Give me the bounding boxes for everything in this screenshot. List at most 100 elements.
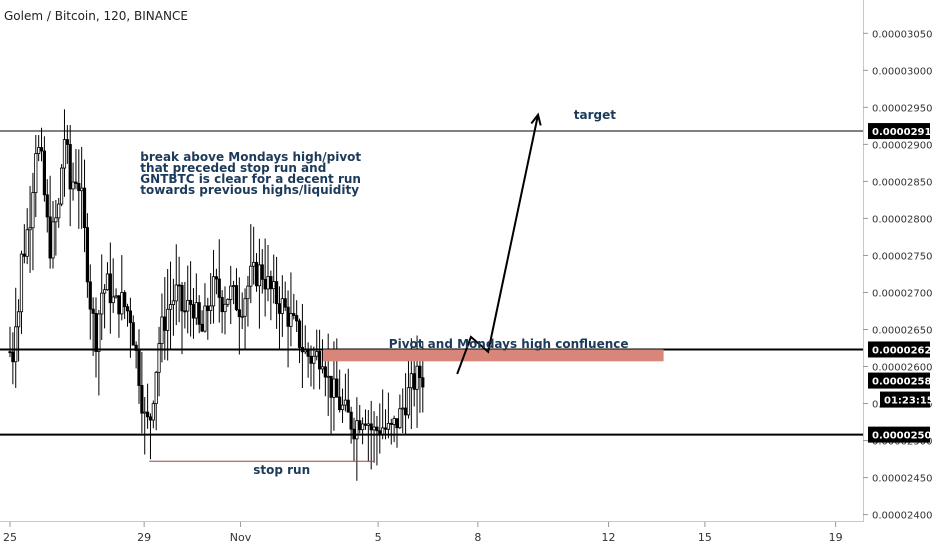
y-tick-label: 0.00002800 — [872, 214, 932, 225]
candle-body — [257, 264, 262, 287]
candle-body — [88, 281, 92, 310]
last-price-tag-label: 0.00002581 — [872, 377, 932, 388]
x-tick-label: 5 — [375, 531, 382, 544]
candle-body — [309, 355, 313, 364]
candle-body — [217, 278, 221, 298]
annotation-line: break above Mondays high/pivot — [140, 150, 362, 164]
candle-body — [22, 253, 26, 257]
candle-body — [191, 304, 196, 319]
candle-body — [338, 396, 342, 411]
candle-body — [237, 309, 241, 318]
candle-body — [214, 276, 218, 280]
candle-body — [229, 285, 233, 300]
annotation-line: GNTBTC is clear for a decent run — [140, 172, 361, 186]
candle-body — [360, 423, 365, 431]
annotation-text[interactable]: Pivot and Mondays high confluence — [389, 337, 629, 351]
projection-path[interactable] — [456, 114, 540, 375]
candle-body — [16, 311, 21, 328]
candle-body — [335, 378, 339, 398]
candle-body — [39, 147, 44, 152]
candle-body — [42, 150, 47, 196]
candle-body — [186, 299, 190, 312]
candle-body — [85, 227, 89, 283]
x-tick-label: 8 — [474, 531, 481, 544]
annotation-line: stop run — [253, 463, 311, 478]
candle-body — [68, 144, 72, 190]
candle-body — [386, 422, 391, 430]
candle-body — [389, 422, 393, 425]
last-price-tag — [868, 372, 930, 389]
candle-body — [77, 183, 81, 192]
level-price-tag-label: 0.00002623 — [872, 345, 932, 356]
candle-body — [62, 139, 67, 169]
y-tick-label: 0.00003050 — [872, 29, 932, 40]
candle-body — [188, 299, 193, 305]
candlestick-series — [8, 109, 425, 481]
candle-body — [269, 276, 273, 290]
candle-body — [19, 253, 24, 313]
candle-body — [401, 407, 405, 410]
candle-body — [151, 403, 155, 421]
annotation-text[interactable]: break above Mondays high/pivot that prece… — [140, 150, 362, 196]
candle-body — [412, 373, 416, 390]
candle-body — [349, 411, 353, 430]
level-price-tag-label: 0.00002508 — [872, 431, 932, 442]
candle-body — [358, 420, 362, 431]
price-axis: 0.000024000.000024500.000025000.00002550… — [863, 29, 932, 522]
candle-body — [223, 303, 227, 313]
candle-body — [125, 306, 130, 312]
candle-body — [34, 153, 38, 194]
candle-body — [277, 303, 282, 314]
candle-body — [103, 289, 107, 294]
candle-body — [197, 302, 201, 325]
countdown-label: 01:23:15 — [884, 396, 932, 407]
candle-body — [366, 423, 370, 426]
candle-body — [154, 371, 158, 404]
candle-body — [171, 300, 175, 305]
level-price-tag — [868, 426, 930, 443]
candle-body — [234, 285, 239, 311]
candle-body — [94, 313, 98, 352]
candle-body — [71, 181, 75, 190]
candle-body — [209, 305, 213, 311]
y-tick-label: 0.00002950 — [872, 103, 932, 114]
annotation-text[interactable]: stop run — [253, 463, 310, 477]
time-axis: 25 29 Nov 5 8 12 15 19 — [3, 522, 843, 544]
candle-body — [289, 313, 293, 327]
candle-body — [148, 416, 153, 421]
candle-body — [363, 423, 368, 426]
candle-body — [114, 295, 118, 298]
candle-body — [323, 366, 327, 378]
candle-body — [343, 399, 348, 406]
candle-body — [249, 265, 253, 287]
candle-body — [48, 216, 52, 259]
candle-body — [406, 387, 411, 416]
candle-body — [180, 284, 184, 312]
candle-body — [120, 292, 124, 315]
candle-body — [28, 227, 32, 231]
candle-body — [57, 203, 61, 219]
candle-body — [14, 326, 18, 363]
candle-body — [97, 313, 101, 352]
candle-body — [117, 295, 121, 315]
drawing-overlays — [0, 112, 863, 462]
candle-body — [174, 284, 178, 302]
candle-body — [421, 377, 425, 388]
level-price-tag — [868, 123, 930, 140]
candle-body — [312, 355, 316, 364]
annotation-text[interactable]: target — [574, 108, 616, 122]
x-tick-label: 19 — [829, 531, 843, 544]
y-tick-label: 0.00002400 — [872, 511, 932, 522]
candle-body — [211, 276, 216, 307]
y-tick-label: 0.00002600 — [872, 363, 932, 374]
candle-body — [292, 313, 296, 316]
candle-body — [283, 298, 287, 308]
candle-body — [111, 296, 115, 304]
y-tick-label: 0.00002700 — [872, 288, 932, 299]
candle-body — [65, 139, 69, 145]
candle-body — [395, 418, 399, 429]
y-tick-label: 0.00003000 — [872, 66, 932, 77]
candle-body — [381, 427, 385, 435]
confluence-zone[interactable] — [323, 349, 664, 362]
